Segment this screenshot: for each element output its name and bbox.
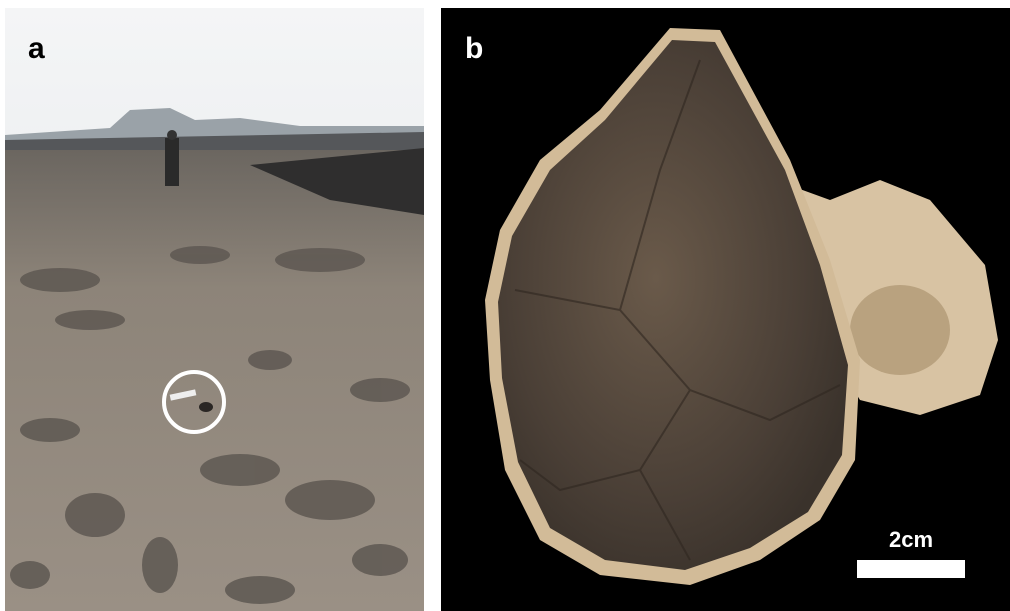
scale-bar [857, 560, 965, 578]
page: a 2cm b (() => { const data = JSON.parse… [0, 0, 1010, 611]
photo-b: 2cm b [441, 8, 1010, 611]
figure: a 2cm b [0, 0, 1010, 611]
scale-label: 2cm [889, 527, 933, 552]
panel-label: b [465, 32, 483, 65]
panel-label: a [28, 32, 45, 65]
photo-a: a [5, 8, 424, 611]
